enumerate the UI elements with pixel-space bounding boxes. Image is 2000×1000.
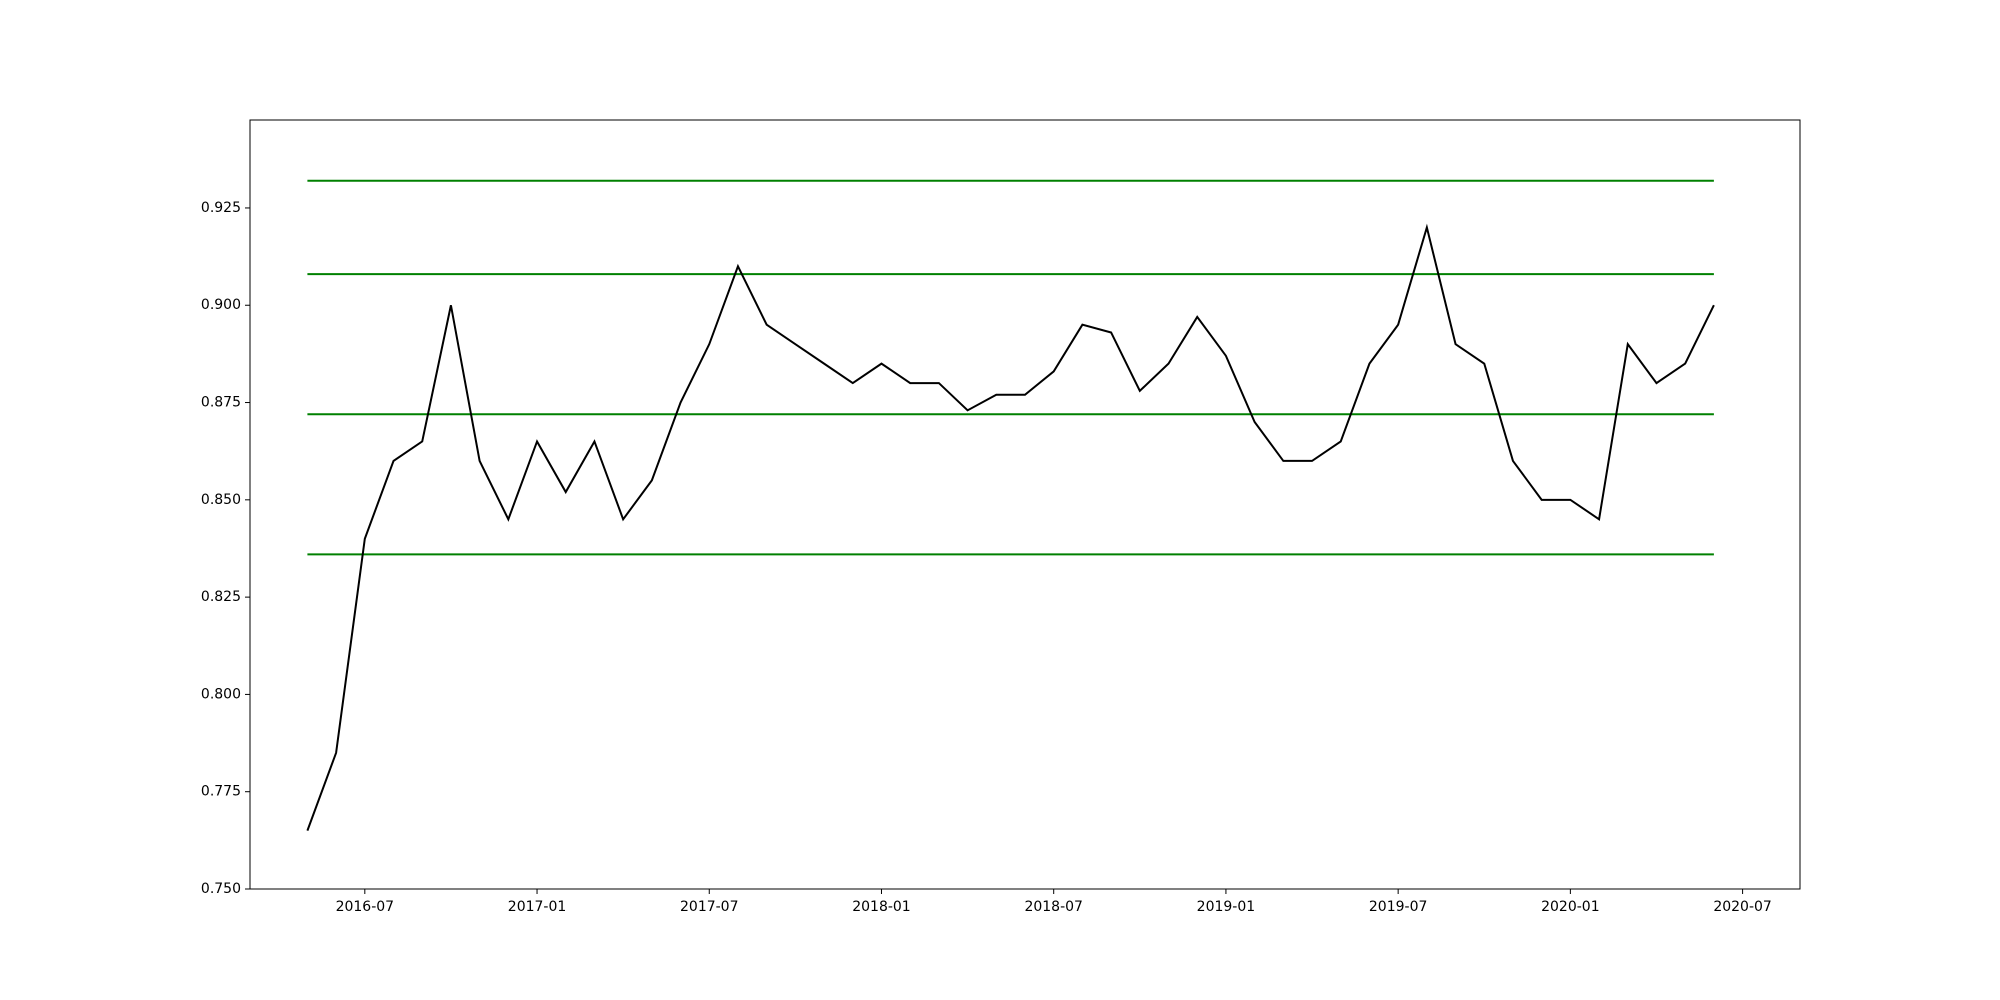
y-tick-label: 0.875 — [201, 395, 241, 411]
y-tick-label: 0.800 — [201, 686, 241, 702]
y-tick-label: 0.900 — [201, 297, 241, 313]
x-tick-label: 2019-01 — [1197, 899, 1256, 915]
x-tick-label: 2016-07 — [336, 899, 395, 915]
x-tick-label: 2020-01 — [1541, 899, 1600, 915]
x-tick-label: 2017-01 — [508, 899, 567, 915]
x-tick-label: 2020-07 — [1713, 899, 1772, 915]
plot-frame — [249, 119, 1801, 890]
x-tick-label: 2017-07 — [680, 899, 739, 915]
data-line — [306, 223, 1715, 831]
y-tick-label: 0.825 — [201, 589, 241, 605]
x-tick-label: 2018-01 — [852, 899, 911, 915]
x-tick-label: 2018-07 — [1024, 899, 1083, 915]
y-tick-label: 0.925 — [201, 200, 241, 216]
y-tick-label: 0.775 — [201, 784, 241, 800]
y-tick-label: 0.850 — [201, 492, 241, 508]
y-tick-label: 0.750 — [201, 881, 241, 897]
x-tick-label: 2019-07 — [1369, 899, 1428, 915]
